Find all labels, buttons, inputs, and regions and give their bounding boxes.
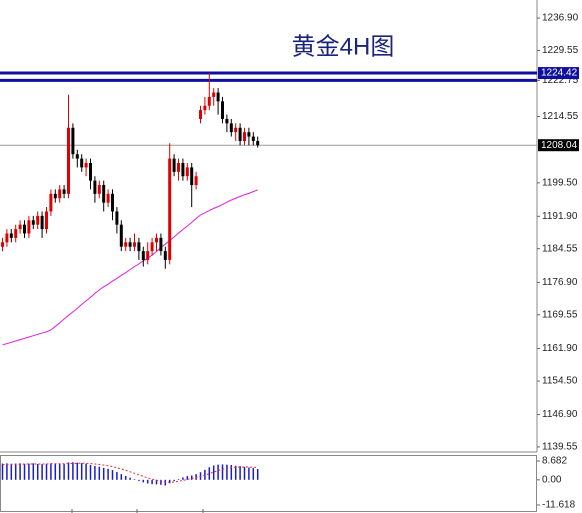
y-tick-label: 1139.55 (542, 442, 578, 453)
candle-body (128, 242, 132, 247)
candle-body (207, 96, 211, 106)
candle-body (163, 251, 167, 260)
candle-body (137, 242, 141, 252)
candle-body (194, 176, 198, 186)
macd-y-tick-label: 8.682 (542, 456, 567, 467)
macd-pane (0, 455, 537, 512)
candle-body (247, 132, 251, 137)
candle-body (172, 158, 176, 172)
candle-body (124, 242, 128, 247)
y-tick-label: 1146.90 (542, 409, 578, 420)
y-tick-label: 1214.55 (542, 111, 579, 122)
candle-body (93, 180, 97, 194)
candle-body (14, 229, 18, 238)
candle-body (185, 167, 189, 177)
candle-body (53, 193, 57, 199)
y-tick-label: 1229.55 (542, 45, 579, 56)
macd-signal (2, 462, 258, 483)
candle-body (203, 105, 207, 111)
candle-body (36, 215, 40, 225)
candle-body (155, 237, 158, 243)
candle-body (97, 185, 101, 194)
candle-body (256, 140, 260, 146)
y-tick-label: 1154.50 (542, 376, 578, 387)
candle-body (80, 158, 84, 168)
candle-body (106, 193, 110, 203)
candle-body (84, 163, 88, 168)
candle-body (243, 132, 246, 141)
macd-y-tick-label: 0.00 (542, 474, 562, 485)
candle-body (23, 224, 26, 234)
candle-body (62, 189, 66, 194)
chart-title: 黄金4H图 (292, 33, 395, 60)
candle-body (133, 242, 136, 247)
y-tick-label: 1169.55 (542, 309, 578, 320)
y-tick-label: 1236.90 (542, 13, 579, 24)
candle-body (238, 127, 242, 141)
candle-body (150, 242, 154, 252)
candle-body (181, 163, 185, 177)
candle-body (216, 92, 220, 102)
candle-body (234, 127, 238, 133)
candle-body (229, 123, 233, 133)
candle-body (141, 251, 145, 260)
candle-body (199, 110, 202, 119)
candle-body (159, 237, 163, 252)
moving-average (2, 189, 258, 346)
y-tick-label: 1191.90 (542, 211, 578, 222)
candle-body (58, 189, 62, 199)
current-price-label: 1208.04 (541, 140, 578, 151)
candle-body (1, 242, 4, 247)
candle-body (75, 154, 79, 159)
price-label-box (538, 67, 579, 80)
y-tick-label: 1199.50 (542, 177, 578, 188)
candle-body (89, 163, 92, 181)
candle-body (27, 220, 31, 234)
macd-y-tick-label: -11.618 (542, 500, 576, 511)
candle-body (9, 233, 13, 238)
candle-body (102, 185, 106, 203)
candle-body (5, 233, 9, 243)
candle-body (49, 193, 53, 212)
candle-body (190, 167, 194, 186)
candle-body (225, 118, 229, 124)
candle-body (251, 136, 255, 141)
candle-body (177, 163, 180, 172)
candle-body (212, 92, 216, 97)
y-tick-label: 1176.90 (542, 277, 578, 288)
candle-body (146, 251, 150, 260)
candle-body (18, 224, 22, 230)
resistance-label: 1224.42 (541, 68, 578, 79)
candle-body (40, 215, 44, 230)
candle-body (71, 127, 75, 155)
candle-body (221, 101, 224, 119)
candle-body (119, 224, 123, 247)
y-tick-label: 1184.55 (542, 243, 578, 254)
price-label-box (538, 139, 579, 152)
candle-body (31, 220, 35, 225)
y-tick-label: 1222.75 (542, 75, 579, 86)
candle-body (67, 127, 70, 194)
candle-body (168, 158, 172, 260)
candle-body (115, 211, 119, 225)
candle-body (45, 211, 48, 230)
y-tick-label: 1161.90 (542, 343, 578, 354)
candle-body (111, 193, 114, 212)
